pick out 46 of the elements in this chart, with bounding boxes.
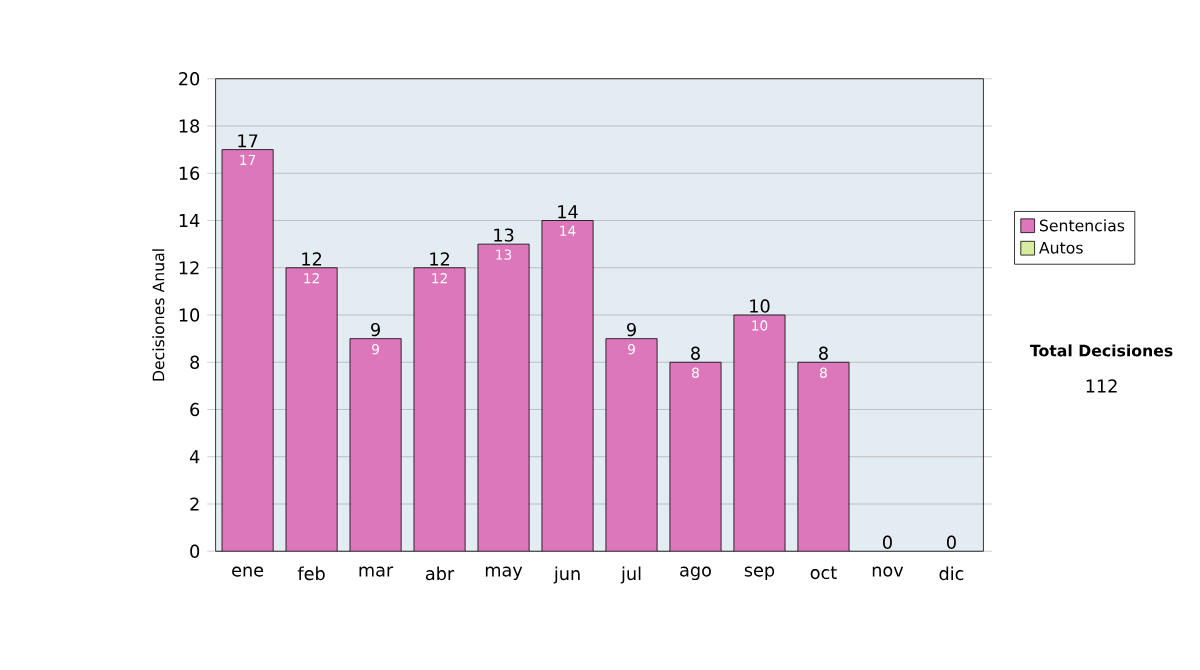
y-tick-label: 16 bbox=[179, 166, 200, 181]
x-tick-label: may bbox=[485, 566, 523, 581]
bar bbox=[285, 268, 338, 552]
total-label: 12 bbox=[430, 252, 450, 266]
x-tick-label: jul bbox=[620, 566, 641, 584]
total-label: 8 bbox=[819, 346, 828, 361]
y-tick-label: 18 bbox=[179, 119, 200, 133]
total-label: 14 bbox=[558, 205, 578, 219]
bar bbox=[413, 268, 466, 552]
y-tick-label: 12 bbox=[179, 261, 199, 275]
x-tick-label: abr bbox=[425, 566, 455, 581]
x-tick-label: mar bbox=[359, 566, 394, 577]
total-label: 10 bbox=[750, 299, 770, 313]
bar bbox=[733, 315, 786, 552]
x-tick-label: nov bbox=[872, 566, 904, 577]
total-label: 9 bbox=[627, 323, 636, 337]
bar bbox=[477, 244, 530, 552]
x-tick-label: jun bbox=[553, 566, 580, 584]
total-label: 0 bbox=[883, 535, 892, 550]
y-tick-label: 2 bbox=[190, 497, 199, 511]
x-tick-label: dic bbox=[939, 566, 964, 581]
bar bbox=[605, 338, 658, 552]
bar bbox=[797, 362, 850, 552]
bar bbox=[541, 220, 594, 552]
total-label: 12 bbox=[302, 252, 322, 266]
y-tick-label: 14 bbox=[179, 214, 200, 228]
text: 112 bbox=[1086, 379, 1117, 393]
y-tick-label: 10 bbox=[179, 308, 200, 322]
y-tick-label: 6 bbox=[190, 403, 200, 417]
y-tick-label: 8 bbox=[190, 355, 200, 370]
total-label: 8 bbox=[691, 346, 700, 361]
bar bbox=[669, 362, 722, 552]
y-tick-label: 4 bbox=[189, 450, 200, 464]
y-tick-label: 20 bbox=[179, 72, 200, 86]
total-label: 17 bbox=[238, 134, 258, 148]
x-tick-label: ago bbox=[680, 566, 711, 581]
y-tick-label: 0 bbox=[190, 544, 200, 559]
total-label: 13 bbox=[494, 228, 514, 243]
bar bbox=[222, 149, 274, 552]
total-label: 0 bbox=[946, 535, 956, 550]
x-tick-label: sep bbox=[744, 566, 775, 581]
x-tick-label: feb bbox=[297, 566, 325, 581]
x-tick-label: ene bbox=[232, 566, 264, 577]
bar bbox=[349, 338, 402, 552]
total-label: 9 bbox=[371, 323, 380, 337]
x-tick-label: oct bbox=[810, 566, 837, 580]
